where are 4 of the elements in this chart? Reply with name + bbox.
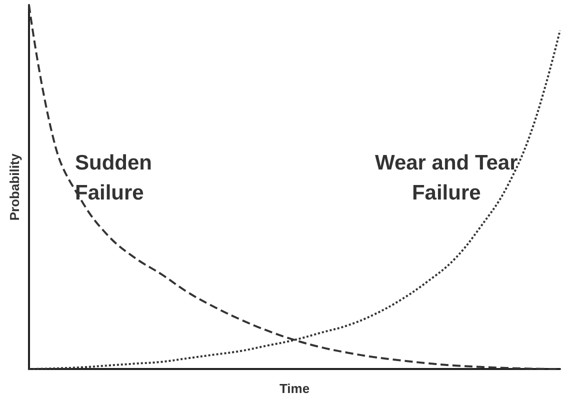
series-label: Sudden Failure [75,152,152,204]
x-axis-title: Time [279,381,310,396]
series-label: Wear and Tear Failure [374,152,518,204]
y-axis-title: Probability [7,152,22,221]
